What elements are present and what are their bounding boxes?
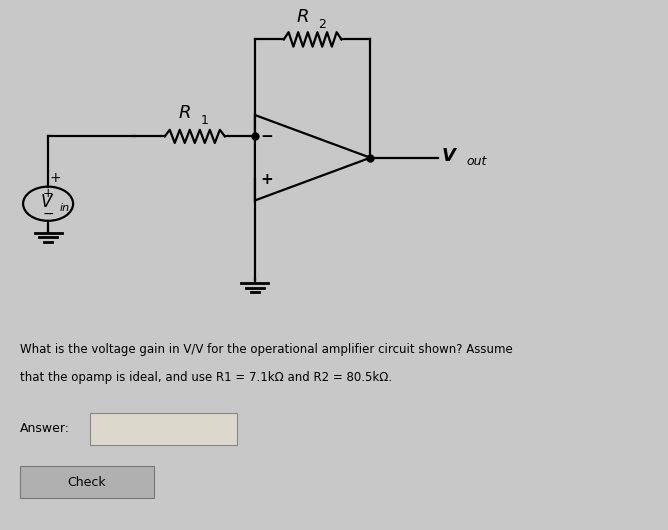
Text: that the opamp is ideal, and use R1 = 7.1kΩ and R2 = 80.5kΩ.: that the opamp is ideal, and use R1 = 7.… bbox=[20, 371, 392, 384]
Text: V: V bbox=[41, 193, 52, 211]
Text: R: R bbox=[179, 103, 192, 121]
Text: −: − bbox=[42, 207, 54, 220]
FancyBboxPatch shape bbox=[90, 413, 237, 445]
Text: R: R bbox=[297, 8, 309, 26]
Text: +: + bbox=[261, 172, 273, 187]
FancyBboxPatch shape bbox=[20, 466, 154, 498]
Text: 1: 1 bbox=[200, 113, 208, 127]
Text: +: + bbox=[43, 188, 53, 200]
Text: out: out bbox=[466, 155, 487, 168]
Text: in: in bbox=[59, 204, 69, 214]
Text: 2: 2 bbox=[319, 18, 326, 31]
Text: +: + bbox=[49, 171, 61, 185]
Text: Check: Check bbox=[67, 476, 106, 489]
Text: Answer:: Answer: bbox=[20, 422, 70, 435]
Text: −: − bbox=[261, 129, 273, 144]
Text: V: V bbox=[442, 147, 456, 165]
Text: What is the voltage gain in V/V for the operational amplifier circuit shown? Ass: What is the voltage gain in V/V for the … bbox=[20, 343, 513, 356]
